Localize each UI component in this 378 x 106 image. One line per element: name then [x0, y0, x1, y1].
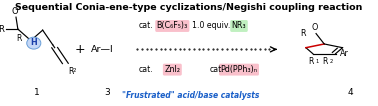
Text: 2: 2	[330, 59, 333, 64]
Text: 1.0 equiv.: 1.0 equiv.	[192, 22, 231, 31]
Text: ZnI₂: ZnI₂	[164, 65, 180, 74]
Text: cat.: cat.	[209, 65, 224, 74]
Text: "Frustrated" acid/base catalysts: "Frustrated" acid/base catalysts	[122, 91, 260, 100]
Text: R: R	[322, 57, 327, 66]
Text: R: R	[300, 29, 306, 38]
Text: R: R	[16, 34, 22, 43]
Text: 1: 1	[34, 88, 39, 97]
Text: NR₃: NR₃	[232, 22, 246, 31]
Text: Ar—I: Ar—I	[91, 45, 113, 54]
Text: cat.: cat.	[139, 65, 154, 74]
Text: +: +	[74, 43, 85, 56]
Text: R: R	[0, 25, 4, 34]
Text: 1: 1	[316, 59, 319, 64]
Text: 1: 1	[26, 40, 30, 45]
Text: 4: 4	[347, 88, 353, 97]
Text: Sequential Conia-ene-type cyclizations/Negishi coupling reaction: Sequential Conia-ene-type cyclizations/N…	[15, 3, 363, 12]
Text: H: H	[30, 38, 37, 47]
Text: O: O	[312, 23, 318, 32]
Text: Pd(PPh₃)ₙ: Pd(PPh₃)ₙ	[220, 65, 257, 74]
Ellipse shape	[27, 37, 41, 49]
Text: cat.: cat.	[139, 22, 154, 31]
Text: B(C₆F₅)₃: B(C₆F₅)₃	[157, 22, 188, 31]
Text: 3: 3	[104, 88, 110, 97]
Text: O: O	[12, 7, 18, 16]
Text: Ar: Ar	[340, 49, 349, 58]
Text: R: R	[68, 67, 73, 76]
Text: 2: 2	[72, 68, 76, 73]
Text: R: R	[308, 57, 314, 66]
